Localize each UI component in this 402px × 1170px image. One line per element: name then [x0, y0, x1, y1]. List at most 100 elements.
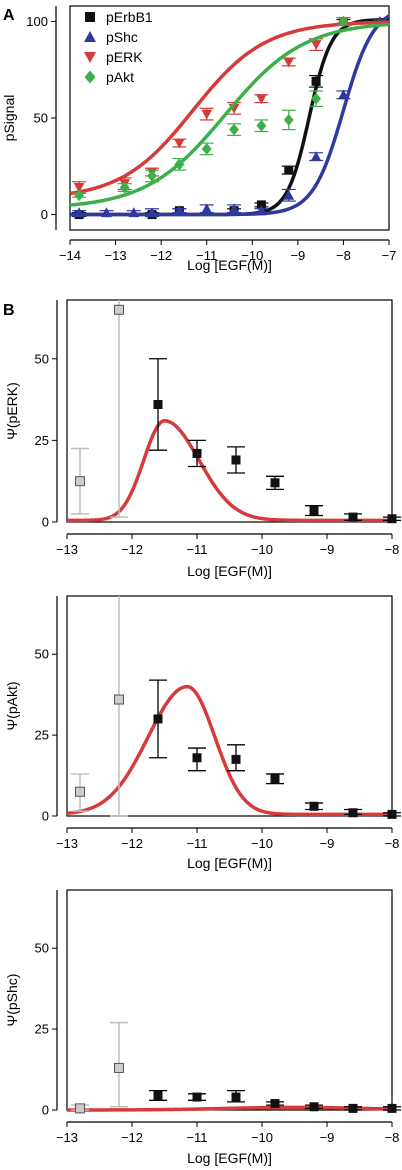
- x-axis-label: Log [EGF(M)]: [187, 257, 272, 273]
- data-point-pAkt: [229, 123, 240, 136]
- plot-frame: [66, 889, 393, 1111]
- legend: pErbB1 pShc pERK pAkt: [84, 9, 153, 85]
- x-tick-label: −12: [150, 248, 172, 263]
- data-point: [387, 514, 397, 524]
- data-point: [270, 774, 280, 784]
- x-tick-label: −10: [241, 248, 263, 263]
- panel-letter: B: [3, 302, 15, 319]
- x-tick-label: −11: [186, 1130, 207, 1145]
- data-point-pAkt: [256, 119, 267, 132]
- data-point: [231, 754, 241, 764]
- panel-3: −13 −12 −11 −10 −9 −8 0 25 50 Log [EGF(M)] Ψ(pShc): [4, 889, 401, 1166]
- data-point: [153, 1090, 163, 1100]
- y-tick-label: 0: [42, 1103, 49, 1118]
- data-point-pShc: [128, 207, 140, 218]
- x-tick-label: −11: [186, 542, 207, 557]
- x-tick-label: −7: [382, 248, 397, 263]
- data-point-grey: [114, 304, 124, 315]
- data-point: [231, 455, 241, 465]
- panel-letter: A: [3, 7, 15, 24]
- data-point: [270, 1099, 280, 1109]
- model-curve: [67, 1105, 393, 1112]
- x-tick-label: −10: [251, 1130, 273, 1145]
- y-tick-label: 0: [42, 809, 49, 824]
- data-point-pAkt: [74, 189, 85, 202]
- data-point-pAkt: [338, 15, 349, 28]
- x-tick-label: −8: [385, 836, 400, 851]
- data-point: [348, 1103, 358, 1113]
- y-tick-label: 50: [34, 111, 48, 126]
- data-point: [309, 1102, 319, 1112]
- data-point-grey: [75, 1103, 85, 1114]
- x-axis-label: Log [EGF(M)]: [187, 563, 272, 579]
- data-point-pShc: [101, 207, 112, 218]
- data-point-pShc: [228, 203, 240, 214]
- data-point: [309, 506, 319, 516]
- x-tick-label: −12: [121, 836, 143, 851]
- data-point-pAkt: [283, 114, 294, 126]
- y-tick-label: 50: [35, 647, 49, 662]
- data-point-pERK: [173, 138, 185, 149]
- data-point-pShc: [256, 205, 267, 216]
- data-point-pShc: [146, 207, 158, 218]
- data-point-pAkt: [174, 158, 185, 171]
- data-point: [231, 1092, 241, 1102]
- data-point-pShc: [338, 89, 349, 100]
- data-point-grey: [114, 1062, 124, 1073]
- series-curve-pShc: [70, 14, 390, 217]
- legend-marker-pErbB1: [85, 12, 95, 22]
- x-tick-label: −11: [186, 836, 207, 851]
- y-tick-label: 50: [35, 351, 49, 366]
- y-tick-label: 50: [35, 941, 49, 956]
- y-tick-label: 25: [35, 728, 49, 743]
- x-tick-label: −8: [385, 1130, 400, 1145]
- data-point-grey: [114, 694, 124, 705]
- model-curve: [66, 684, 392, 817]
- data-point-pAkt: [119, 181, 130, 194]
- data-point-pShc: [173, 205, 185, 216]
- x-tick-label: −8: [336, 248, 351, 263]
- data-point-pERK: [283, 57, 295, 68]
- x-tick-label: −13: [105, 248, 127, 263]
- x-tick-label: −10: [251, 542, 273, 557]
- y-tick-label: 0: [41, 207, 48, 222]
- model-curve: [67, 419, 392, 523]
- data-point: [153, 714, 163, 724]
- x-axis-label: Log [EGF(M)]: [187, 855, 272, 871]
- y-tick-label: 25: [35, 433, 49, 448]
- y-tick-label: 25: [35, 1022, 49, 1037]
- x-tick-label: −13: [56, 836, 78, 851]
- data-point-pERK: [201, 109, 213, 120]
- panel-2: −13 −12 −11 −10 −9 −8 0 25 50 Log [EGF(M)] Ψ(pAkt): [4, 595, 401, 871]
- plot-frame: [66, 299, 393, 523]
- data-point: [192, 1092, 202, 1102]
- data-point-pAkt: [147, 170, 157, 182]
- data-point: [309, 801, 319, 811]
- data-point: [192, 448, 202, 458]
- data-point: [387, 1103, 397, 1113]
- panel-1: −13 −12 −11 −10 −9 −8 0 25 50 Log [EGF(M)] Ψ(pERK)…: [3, 299, 401, 579]
- legend-marker-pAkt: [84, 70, 96, 84]
- data-point: [348, 808, 358, 818]
- x-tick-label: −11: [196, 248, 217, 263]
- data-point: [153, 399, 163, 409]
- data-point-pERK: [73, 183, 85, 193]
- data-point: [387, 809, 397, 819]
- x-tick-label: −9: [320, 836, 335, 851]
- y-tick-label: 100: [26, 14, 48, 29]
- data-point-pAkt: [201, 143, 212, 155]
- x-tick-label: −13: [56, 1130, 78, 1145]
- legend-label: pErbB1: [106, 9, 153, 25]
- data-point: [270, 478, 280, 488]
- legend-label: pAkt: [106, 69, 134, 85]
- legend-label: pERK: [106, 49, 143, 65]
- data-point-pShc: [310, 151, 322, 162]
- data-point-grey: [75, 476, 85, 487]
- x-tick-label: −12: [121, 542, 143, 557]
- x-tick-label: −14: [59, 248, 81, 263]
- x-tick-label: −13: [56, 542, 78, 557]
- y-axis-label: Ψ(pAkt): [4, 681, 20, 730]
- data-point-pShc: [201, 203, 213, 214]
- data-point-grey: [75, 786, 85, 797]
